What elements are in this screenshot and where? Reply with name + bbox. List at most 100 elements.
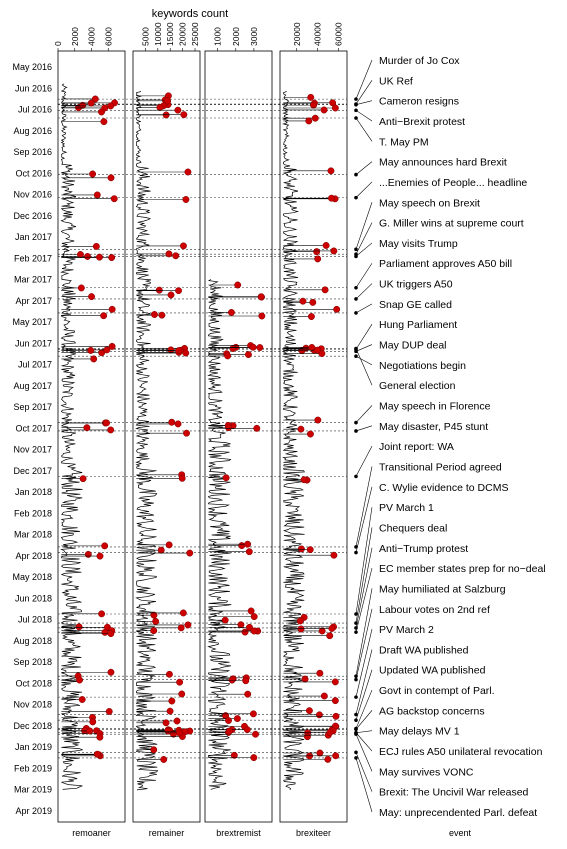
month-label: May 2017	[12, 317, 52, 327]
peak-point	[107, 630, 115, 638]
peak-point	[180, 111, 188, 119]
event-dot	[354, 346, 358, 351]
peak-point	[227, 309, 235, 316]
event-label: ...Enemies of People... headline	[379, 177, 527, 189]
peak-point	[320, 692, 328, 700]
event-label: May: unprecendented Parl. defeat	[379, 807, 537, 819]
month-label: May 2016	[12, 62, 52, 72]
series-line	[135, 91, 159, 791]
event-label: UK triggers A50	[379, 279, 453, 291]
peak-point	[92, 242, 100, 250]
peak-point	[89, 718, 97, 726]
event-label: Labour votes on 2nd ref	[379, 604, 490, 616]
peak-point	[150, 746, 158, 754]
month-label: Mar 2019	[14, 785, 52, 795]
month-label: Sep 2018	[13, 657, 52, 667]
peak-point	[326, 729, 334, 736]
peak-point	[152, 617, 160, 625]
peak-point	[165, 670, 173, 678]
peak-point	[225, 727, 233, 735]
peak-point	[150, 611, 158, 619]
month-label: Jan 2019	[15, 742, 52, 752]
month-label: Sep 2017	[13, 402, 52, 412]
event-connector	[355, 466, 373, 547]
event-connector	[355, 348, 373, 386]
peak-point	[110, 195, 118, 203]
peak-point	[245, 548, 253, 556]
peak-point	[332, 752, 340, 760]
event-connector	[355, 110, 373, 122]
peak-point	[174, 106, 182, 114]
event-dot	[354, 116, 358, 120]
month-label: Apr 2019	[15, 806, 52, 816]
peak-point	[165, 541, 173, 549]
peak-point	[250, 754, 258, 762]
x-tick-label: 2000	[70, 27, 80, 46]
event-connector	[355, 344, 373, 352]
peak-point	[90, 355, 98, 363]
peak-point	[297, 625, 305, 633]
peak-point	[225, 424, 232, 432]
event-connector	[355, 161, 373, 175]
panel-label: remoaner	[72, 828, 111, 838]
peak-point	[96, 733, 104, 741]
event-dot	[354, 195, 358, 200]
event-label: May speech on Brexit	[379, 197, 480, 209]
chart-title: keywords count	[152, 8, 228, 20]
peak-point	[176, 678, 184, 686]
event-dot	[354, 732, 358, 736]
peak-point	[101, 628, 109, 636]
peak-point	[234, 281, 242, 289]
peak-point	[98, 610, 106, 618]
peak-point	[108, 254, 116, 262]
peak-point	[79, 475, 87, 483]
event-dot	[354, 102, 358, 107]
event-column-label: event	[449, 828, 472, 838]
month-label: Oct 2018	[15, 678, 52, 688]
event-connector	[355, 242, 373, 257]
peak-point	[247, 607, 255, 615]
peak-point	[101, 542, 109, 550]
x-tick-label: 1000	[213, 27, 223, 46]
peak-point	[164, 727, 172, 735]
month-label: Apr 2017	[15, 296, 52, 306]
event-connector	[355, 486, 373, 553]
peak-point	[88, 293, 95, 301]
event-connector	[355, 730, 373, 734]
month-label: Jun 2017	[15, 338, 52, 348]
month-label: Jun 2018	[15, 593, 52, 603]
event-dot	[354, 630, 358, 634]
event-label: Govt in contempt of Parl.	[379, 685, 495, 697]
month-label: Jun 2016	[15, 83, 52, 93]
event-dot	[354, 474, 358, 479]
peak-point	[96, 552, 104, 560]
event-connector	[355, 222, 373, 255]
peak-point	[150, 627, 158, 635]
peak-point	[324, 755, 332, 763]
peak-point	[327, 167, 335, 175]
peak-point	[330, 551, 338, 559]
peak-point	[100, 118, 108, 126]
peak-point	[178, 690, 186, 698]
peak-point	[103, 419, 111, 427]
peak-point	[242, 677, 250, 685]
peak-point	[156, 104, 164, 111]
x-tick-label: 5000	[140, 27, 150, 46]
peak-point	[175, 287, 182, 295]
peak-point	[151, 311, 158, 318]
month-label: Jul 2017	[18, 360, 52, 370]
peak-point	[309, 298, 317, 306]
event-connector	[355, 757, 373, 813]
event-dot	[354, 550, 358, 555]
month-label: Oct 2017	[15, 423, 52, 433]
event-label: Transitional Period agreed	[379, 461, 502, 473]
month-label: Jan 2018	[15, 487, 52, 497]
event-dot	[354, 254, 358, 259]
peak-point	[331, 104, 339, 112]
peak-point	[175, 729, 183, 737]
event-label: May speech in Florence	[379, 401, 491, 413]
event-connector	[355, 324, 373, 350]
event-connector	[355, 117, 373, 142]
peak-point	[230, 751, 238, 759]
event-label: May survives VONC	[379, 766, 474, 778]
